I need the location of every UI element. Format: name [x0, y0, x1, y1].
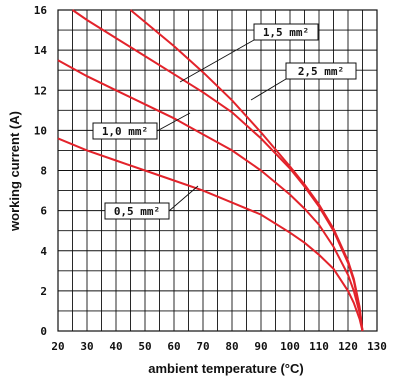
y-tick-label: 2 [40, 285, 47, 298]
x-tick-label: 100 [280, 340, 300, 353]
chart-annotations: 1,5 mm² 2,5 mm² 1,0 mm² 0,5 mm² [92, 23, 357, 220]
series-label-box [285, 62, 357, 80]
y-tick-label: 4 [40, 245, 47, 258]
x-tick-label: 20 [51, 340, 64, 353]
series-label-box [92, 122, 158, 140]
y-tick-label: 10 [34, 124, 47, 137]
series-label: 0,5 mm² [114, 205, 160, 218]
x-tick-label: 40 [109, 340, 122, 353]
y-tick-label: 0 [40, 325, 47, 338]
y-tick-label: 16 [34, 4, 48, 17]
series-label: 2,5 mm² [298, 65, 344, 78]
series-label-box [104, 202, 170, 220]
chart-ticks: 20 30 40 50 60 70 80 90 100 110 120 130 0 2 4 6 8 10 12 14 1… [34, 4, 387, 353]
annotation-leader [250, 78, 287, 101]
y-tick-label: 6 [40, 205, 47, 218]
y-tick-label: 12 [34, 84, 47, 97]
x-tick-label: 70 [196, 340, 209, 353]
chart-series-layer [57, 9, 364, 332]
series-line-1 [57, 59, 364, 332]
annotation-leader [179, 39, 255, 83]
plot-frame [57, 9, 378, 332]
series-label: 1,5 mm² [263, 26, 309, 39]
series-line-0 [57, 137, 364, 332]
series-line-3 [129, 9, 364, 332]
series-label-box [253, 23, 319, 41]
x-tick-label: 120 [338, 340, 358, 353]
x-tick-label: 110 [309, 340, 329, 353]
series-label: 1,0 mm² [102, 125, 148, 138]
x-axis-label: ambient temperature (°C) [148, 361, 303, 376]
y-tick-label: 8 [40, 165, 47, 178]
x-tick-label: 50 [138, 340, 151, 353]
x-tick-label: 90 [254, 340, 267, 353]
x-tick-label: 30 [80, 340, 93, 353]
x-tick-label: 60 [167, 340, 180, 353]
y-tick-label: 14 [34, 44, 48, 57]
annotation-leader [156, 112, 191, 132]
chart-grid [57, 9, 378, 332]
annotation-leader [168, 185, 199, 212]
y-axis-label: working current (A) [7, 111, 22, 232]
x-tick-label: 130 [367, 340, 387, 353]
x-tick-label: 80 [225, 340, 238, 353]
